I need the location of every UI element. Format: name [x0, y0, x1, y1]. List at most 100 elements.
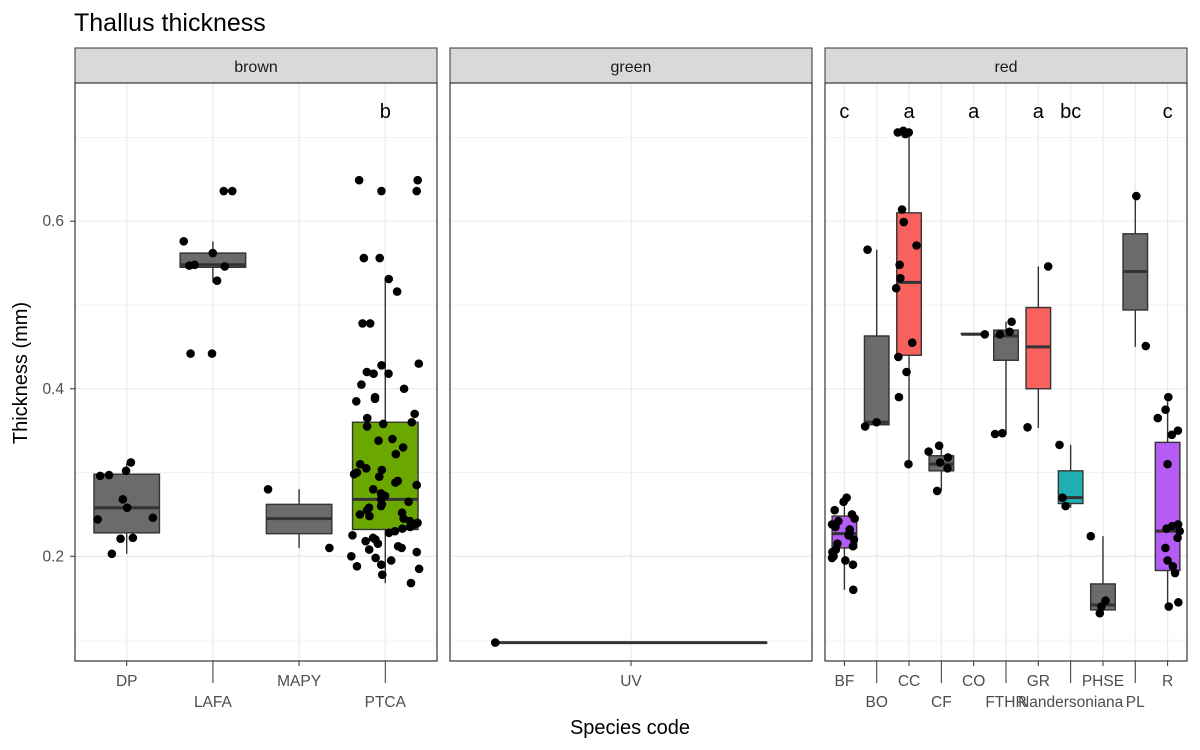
- data-point: [902, 367, 911, 377]
- data-point: [1167, 430, 1177, 440]
- data-point: [827, 553, 837, 563]
- data-point: [850, 514, 859, 523]
- box-body: [896, 212, 923, 356]
- data-point: [397, 543, 406, 553]
- panel-brown: brown b DP LAFA MAPY PTCA: [74, 47, 438, 711]
- data-point: [365, 319, 375, 328]
- x-tick-label: R: [1162, 673, 1173, 690]
- x-tick-label: PL: [1126, 694, 1145, 711]
- data-point: [848, 541, 858, 551]
- data-point: [352, 397, 361, 406]
- data-point: [263, 484, 273, 494]
- box-PL: [1122, 191, 1151, 351]
- data-point: [1173, 426, 1183, 435]
- data-point: [361, 536, 370, 546]
- data-point: [895, 260, 904, 270]
- data-point: [1163, 556, 1172, 565]
- panel-border: [449, 82, 813, 662]
- x-tick-label: GR: [1027, 673, 1050, 690]
- data-point: [398, 443, 408, 452]
- data-point: [370, 394, 380, 404]
- data-point: [1163, 459, 1172, 469]
- data-point: [362, 422, 372, 431]
- box-BO: [860, 245, 890, 431]
- data-point: [212, 276, 222, 285]
- data-point: [355, 459, 365, 469]
- box-UV: [490, 638, 768, 647]
- data-point: [362, 413, 372, 423]
- data-point: [207, 349, 217, 358]
- data-point: [388, 434, 397, 444]
- data-point: [374, 472, 384, 482]
- data-point: [375, 253, 385, 263]
- data-point: [1153, 413, 1163, 423]
- facet-strip: [824, 47, 1188, 84]
- data-point: [357, 380, 366, 389]
- data-point: [1055, 440, 1064, 450]
- data-point: [893, 128, 903, 137]
- significance-letter: b: [380, 101, 391, 123]
- box-CC: a: [891, 101, 923, 469]
- data-point: [121, 466, 131, 476]
- significance-letter: bc: [1060, 101, 1081, 123]
- data-point: [872, 417, 881, 427]
- data-point: [1043, 262, 1053, 271]
- data-point: [219, 186, 229, 196]
- facet-strip-label: red: [994, 59, 1017, 76]
- data-point: [1174, 598, 1183, 607]
- box-CO: a: [960, 101, 990, 339]
- data-point: [185, 261, 194, 270]
- data-point: [894, 392, 904, 402]
- x-tick-label: PTCA: [365, 694, 407, 711]
- data-point: [93, 515, 102, 524]
- data-point: [377, 570, 387, 580]
- data-point: [104, 470, 114, 480]
- data-point: [399, 384, 409, 394]
- data-point: [904, 459, 913, 469]
- data-point: [325, 543, 334, 553]
- data-point: [934, 441, 944, 451]
- x-tick-label: CC: [898, 673, 920, 690]
- box-Nandersoniana: bc: [1055, 101, 1084, 511]
- data-point: [839, 497, 848, 507]
- x-tick-label: BO: [866, 694, 888, 711]
- data-point: [1161, 405, 1170, 414]
- data-point: [354, 175, 364, 185]
- data-point: [369, 369, 378, 378]
- data-point: [377, 360, 386, 370]
- data-point: [391, 478, 400, 487]
- data-point: [896, 273, 905, 283]
- data-point: [1086, 531, 1096, 541]
- data-point: [935, 458, 945, 467]
- data-point: [361, 464, 371, 473]
- data-point: [412, 480, 421, 490]
- data-point: [848, 560, 858, 569]
- data-point: [912, 241, 921, 250]
- x-tick-label: CF: [931, 694, 952, 711]
- data-point: [848, 585, 858, 595]
- data-point: [179, 237, 189, 246]
- box-FTHR: [990, 317, 1019, 439]
- data-point: [894, 352, 903, 362]
- data-point: [208, 248, 218, 258]
- data-point: [220, 262, 230, 271]
- facet-strip: [449, 47, 813, 84]
- box-R: c: [1153, 101, 1184, 611]
- data-point: [384, 274, 394, 284]
- data-point: [410, 409, 419, 419]
- data-point: [490, 638, 500, 647]
- data-point: [990, 429, 1000, 439]
- x-tick-label: UV: [620, 673, 642, 690]
- data-point: [384, 528, 394, 538]
- data-point: [374, 436, 383, 445]
- box-CF: [924, 441, 955, 496]
- data-point: [405, 522, 415, 532]
- data-point: [371, 553, 380, 563]
- data-point: [849, 535, 859, 544]
- panel-border: [74, 82, 438, 662]
- panel-border: [824, 82, 1188, 662]
- panel-green: green UV: [449, 47, 813, 690]
- data-point: [386, 556, 396, 565]
- data-point: [1132, 191, 1141, 201]
